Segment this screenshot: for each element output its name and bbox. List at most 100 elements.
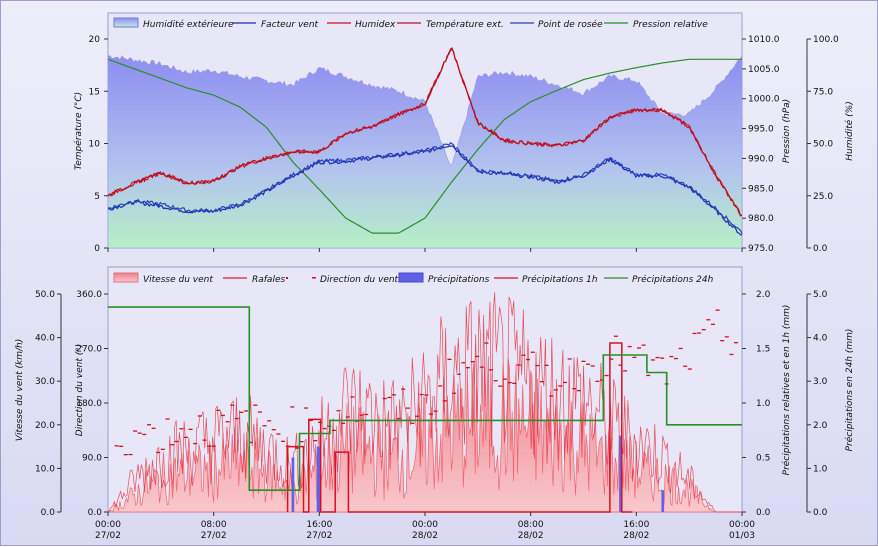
- direction-marker: [479, 366, 484, 368]
- x-tick-date: 01/03: [729, 531, 755, 541]
- direction-marker: [470, 361, 475, 363]
- direction-marker: [461, 362, 466, 364]
- direction-marker: [697, 332, 702, 334]
- top-right1-tick-label: 1010.0: [748, 35, 780, 45]
- direction-marker: [627, 345, 632, 348]
- direction-marker: [271, 429, 276, 431]
- direction-marker: [549, 395, 554, 397]
- direction-marker: [567, 358, 572, 360]
- pressure-line: [107, 58, 742, 234]
- direction-marker: [572, 388, 577, 390]
- direction-marker: [267, 420, 272, 422]
- direction-marker: [512, 382, 517, 384]
- direction-marker: [715, 309, 720, 311]
- direction-marker: [147, 424, 151, 426]
- direction-marker: [595, 380, 600, 382]
- bottom-left2-tick-label: 0.0: [88, 508, 103, 518]
- direction-marker: [401, 388, 406, 390]
- top-left-tick-label: 0: [94, 244, 100, 254]
- direction-marker: [359, 414, 364, 416]
- direction-marker: [142, 433, 147, 436]
- legend-label-gust: Rafales: [252, 275, 285, 285]
- direction-marker: [442, 400, 447, 402]
- direction-marker: [350, 396, 355, 398]
- direction-marker: [248, 441, 253, 444]
- direction-marker: [123, 454, 128, 456]
- rain-bar: [316, 446, 321, 512]
- bottom-left-axis-title-direction: Direction du vent (°): [75, 344, 85, 436]
- legend-label-humidex: Humidex: [355, 20, 396, 30]
- legend-swatch-wind: [113, 272, 139, 283]
- top-right2-tick-label: 75.0: [813, 87, 833, 97]
- bottom-left2-tick-label: 360.0: [76, 290, 102, 300]
- legend-label-rain24h: Précipitations 24h: [632, 274, 714, 285]
- bottom-right2-tick-label: 1.0: [813, 464, 828, 474]
- direction-marker: [174, 440, 179, 443]
- bottom-left1-tick-label: 0.0: [41, 508, 56, 518]
- direction-marker: [170, 444, 175, 446]
- direction-marker: [720, 340, 725, 342]
- top-right2-tick-label: 25.0: [813, 192, 833, 202]
- direction-marker: [609, 358, 614, 360]
- top-right1-tick-label: 990.0: [748, 154, 774, 164]
- rain-24h-line: [108, 306, 742, 491]
- rain-bar: [619, 435, 622, 512]
- direction-marker: [678, 347, 683, 350]
- direction-marker: [244, 410, 248, 412]
- x-tick-time: 16:00: [306, 520, 332, 530]
- direction-marker: [535, 364, 540, 367]
- top-left-tick-label: 15: [89, 87, 100, 97]
- legend-swatch-rain: [398, 272, 424, 283]
- legend-swatch-direction-dot2: [312, 277, 316, 279]
- top-left-axis-title: Température (°C): [73, 92, 84, 170]
- direction-marker: [281, 440, 285, 442]
- direction-marker: [405, 407, 410, 409]
- wind-speed-area: [107, 356, 742, 513]
- direction-marker: [683, 365, 688, 367]
- legend-swatch-direction-dot1: [286, 277, 288, 279]
- rain-bar: [661, 490, 665, 512]
- top-right1-tick-label: 995.0: [748, 125, 774, 135]
- gust-line: [107, 292, 742, 513]
- bottom-right1-tick-label: 1.5: [756, 345, 770, 355]
- direction-marker: [674, 357, 678, 360]
- direction-marker: [521, 354, 526, 356]
- top-left-tick-label: 10: [89, 140, 101, 150]
- direction-marker: [618, 364, 623, 366]
- direction-marker: [119, 445, 124, 447]
- x-tick-date: 28/02: [623, 531, 649, 541]
- top-right-axis-title-pressure: Pression (hPa): [782, 99, 792, 163]
- bottom-right2-tick-label: 0.0: [813, 508, 828, 518]
- direction-marker: [345, 416, 350, 418]
- direction-marker: [262, 425, 267, 427]
- x-tick-date: 27/02: [201, 531, 227, 541]
- bottom-left1-tick-label: 40.0: [35, 334, 55, 344]
- top-right1-tick-label: 975.0: [748, 244, 774, 254]
- bottom-left1-tick-label: 30.0: [35, 377, 55, 387]
- direction-marker: [701, 329, 706, 331]
- legend-label-rain: Précipitations: [428, 274, 490, 285]
- direction-marker: [160, 448, 165, 450]
- direction-marker: [188, 428, 193, 430]
- direction-marker: [553, 389, 558, 391]
- direction-marker: [576, 390, 581, 392]
- direction-marker: [623, 370, 628, 372]
- direction-marker: [415, 415, 420, 417]
- rain-bar: [291, 457, 295, 512]
- direction-marker: [308, 419, 313, 422]
- legend-label-rain1h: Précipitations 1h: [522, 274, 598, 285]
- direction-marker: [438, 385, 443, 387]
- direction-marker: [202, 439, 207, 441]
- rain-1h-line: [286, 342, 633, 513]
- top-left-tick-label: 5: [94, 192, 100, 202]
- direction-marker: [299, 441, 304, 443]
- direction-marker: [539, 381, 544, 383]
- bottom-right2-tick-label: 5.0: [813, 290, 828, 300]
- direction-marker: [341, 422, 346, 424]
- top-right-axis-title-humidity: Humidité (%): [844, 101, 855, 160]
- direction-marker: [387, 396, 392, 399]
- top-right1-tick-label: 1005.0: [748, 65, 780, 75]
- direction-marker: [253, 404, 258, 406]
